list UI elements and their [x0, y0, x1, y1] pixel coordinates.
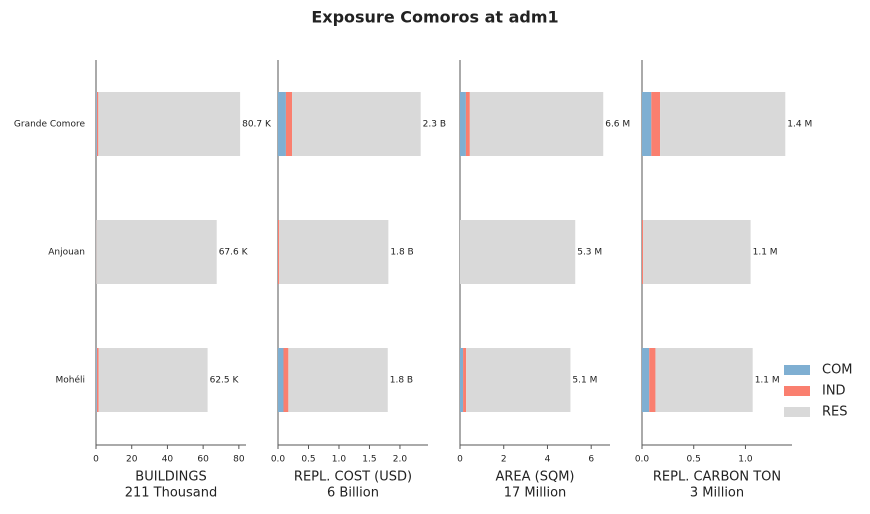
x-tick-label: 0.0	[271, 455, 286, 465]
bar-segment	[642, 220, 643, 284]
bar-segment	[278, 348, 283, 412]
x-axis-label: REPL. CARBON TON	[653, 470, 781, 485]
total-label: 67.6 K	[219, 248, 249, 258]
bar-segment	[651, 92, 660, 156]
bar-segment	[279, 220, 388, 284]
bar-segment	[466, 348, 570, 412]
total-label: 2.3 B	[423, 120, 446, 130]
bar-segment	[278, 92, 286, 156]
bar-segment	[660, 92, 785, 156]
total-label: 1.4 M	[787, 120, 812, 130]
x-axis-note: 6 Billion	[327, 486, 379, 501]
total-label: 5.1 M	[572, 376, 597, 386]
legend-label: IND	[822, 384, 846, 399]
bar-segment	[96, 348, 97, 412]
x-tick-label: 4	[545, 455, 551, 465]
bar-segment	[97, 92, 98, 156]
x-tick-label: 20	[126, 455, 138, 465]
bar-segment	[288, 348, 387, 412]
x-axis-note: 211 Thousand	[125, 486, 218, 501]
bar-segment	[643, 220, 751, 284]
x-tick-label: 2	[501, 455, 507, 465]
total-label: 1.8 B	[390, 248, 413, 258]
x-axis-label: BUILDINGS	[135, 470, 206, 485]
bar-segment	[463, 348, 466, 412]
x-axis-label: REPL. COST (USD)	[294, 470, 412, 485]
x-tick-label: 80	[233, 455, 245, 465]
total-label: 1.8 B	[390, 376, 413, 386]
bar-segment	[642, 348, 649, 412]
total-label: 62.5 K	[210, 376, 240, 386]
bar-segment	[98, 92, 240, 156]
bar-segment	[278, 220, 279, 284]
x-tick-label: 1.0	[332, 455, 347, 465]
legend-label: COM	[822, 363, 853, 378]
x-axis-note: 3 Million	[690, 486, 744, 501]
x-tick-label: 1.0	[738, 455, 753, 465]
bar-segment	[470, 92, 603, 156]
bar-segment	[96, 92, 97, 156]
total-label: 1.1 M	[753, 248, 778, 258]
x-tick-label: 0.5	[301, 455, 315, 465]
x-axis-note: 17 Million	[504, 486, 567, 501]
legend-swatch	[784, 365, 810, 375]
legend-swatch	[784, 386, 810, 396]
x-tick-label: 0.5	[687, 455, 701, 465]
bar-segment	[466, 92, 470, 156]
bar-segment	[97, 348, 99, 412]
bar-segment	[96, 220, 217, 284]
x-tick-label: 0	[93, 455, 99, 465]
bar-segment	[649, 348, 655, 412]
x-axis-label: AREA (SQM)	[495, 470, 574, 485]
x-tick-label: 60	[197, 455, 209, 465]
legend-label: RES	[822, 405, 848, 420]
total-label: 5.3 M	[577, 248, 602, 258]
y-tick-label: Mohéli	[55, 375, 85, 386]
x-tick-label: 0.0	[635, 455, 650, 465]
x-tick-label: 6	[588, 455, 594, 465]
x-tick-label: 40	[162, 455, 174, 465]
total-label: 80.7 K	[242, 120, 272, 130]
bar-segment	[286, 92, 292, 156]
y-tick-label: Anjouan	[48, 248, 85, 258]
bar-segment	[292, 92, 421, 156]
y-tick-label: Grande Comore	[14, 120, 86, 130]
bar-segment	[460, 220, 575, 284]
x-tick-label: 0	[457, 455, 463, 465]
chart-title: Exposure Comoros at adm1	[311, 8, 558, 27]
total-label: 6.6 M	[605, 120, 630, 130]
bar-segment	[283, 348, 288, 412]
total-label: 1.1 M	[755, 376, 780, 386]
legend-swatch	[784, 407, 810, 417]
bar-segment	[99, 348, 208, 412]
bar-segment	[460, 348, 463, 412]
bar-segment	[460, 92, 466, 156]
x-tick-label: 2.0	[393, 455, 408, 465]
bar-segment	[642, 92, 651, 156]
x-tick-label: 1.5	[362, 455, 376, 465]
bar-segment	[655, 348, 752, 412]
